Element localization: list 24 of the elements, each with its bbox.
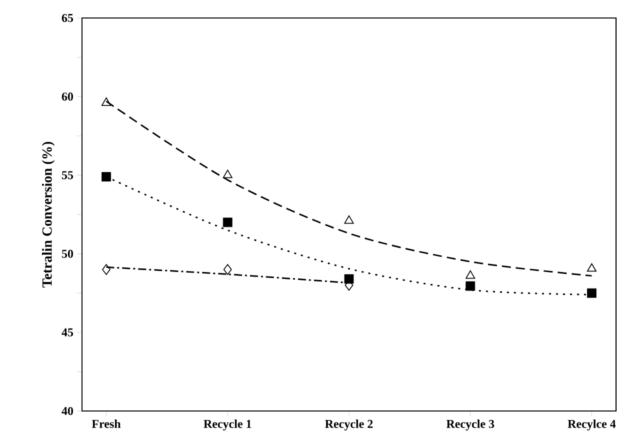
y-tick-label: 50: [62, 250, 74, 258]
x-tick-label: Recylce 4: [568, 420, 616, 430]
point: [101, 97, 112, 106]
x-tick-label: Recycle 1: [204, 420, 252, 430]
y-axis-title: Tetralin Conversion (%): [42, 142, 55, 288]
point: [587, 288, 596, 298]
point: [223, 264, 232, 275]
point: [344, 274, 354, 284]
y-tick-label: 45: [62, 328, 74, 336]
x-tick-label: Fresh: [92, 420, 121, 428]
y-tick-label: 60: [62, 92, 74, 101]
y-tick-label: 40: [62, 406, 74, 416]
point: [586, 263, 597, 272]
y-tick-label: 65: [62, 14, 74, 22]
x-tick-label: Recycle 2: [325, 420, 373, 430]
x-tick-label: Recycle 3: [446, 420, 494, 430]
point: [222, 218, 232, 228]
point: [222, 170, 232, 178]
point: [102, 172, 111, 182]
point: [466, 281, 476, 291]
point: [466, 270, 476, 279]
point: [344, 215, 354, 224]
point: [102, 264, 110, 275]
y-tick-label: 55: [62, 171, 74, 180]
